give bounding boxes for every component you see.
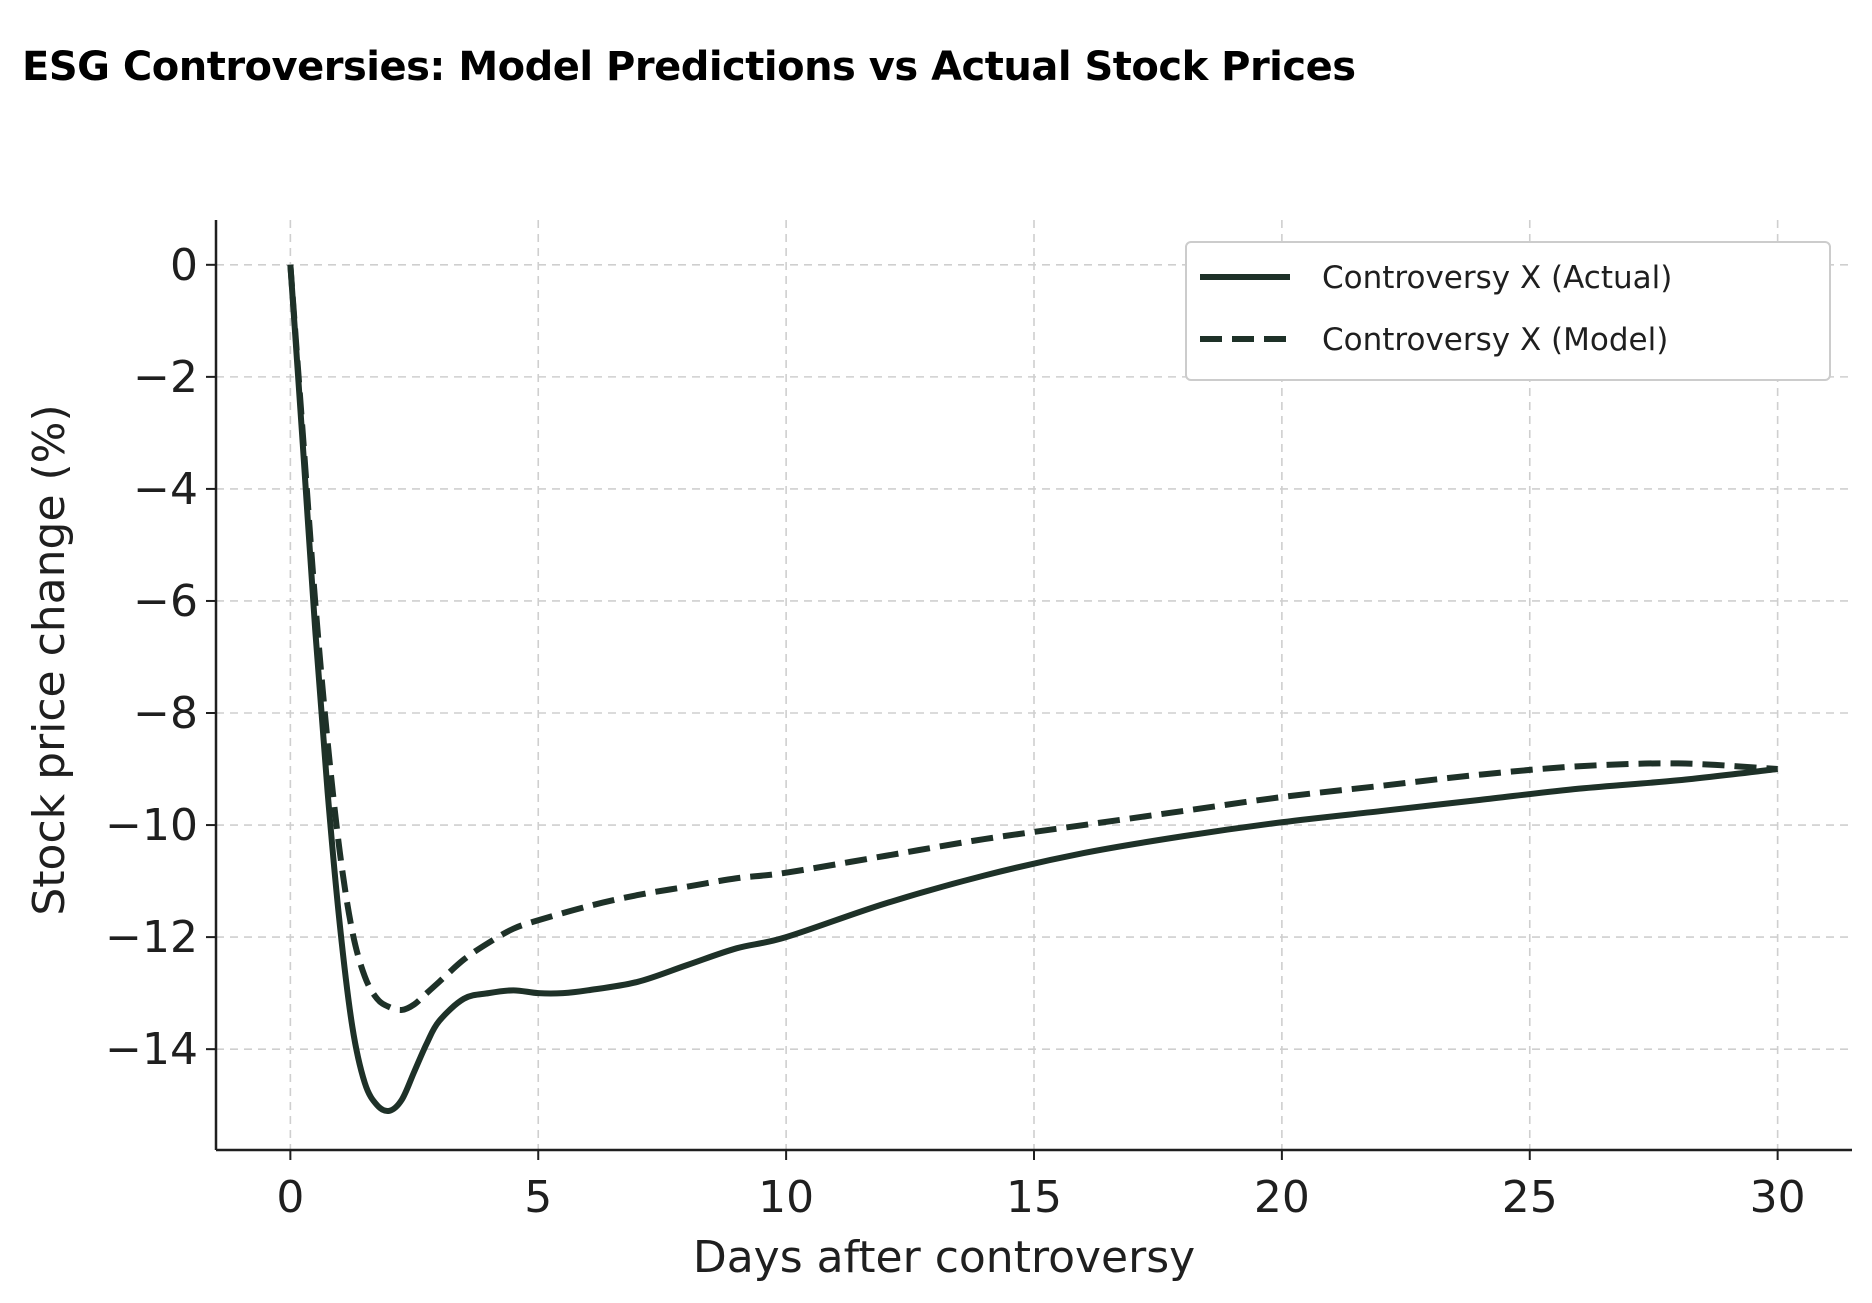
y-tick-label: 0 [170,240,198,291]
y-tick-label: −6 [133,576,198,627]
legend-label-actual: Controversy X (Actual) [1322,260,1672,296]
series-line-actual [287,264,1778,1114]
x-tick-label: 10 [758,1172,814,1223]
x-tick-label: 20 [1254,1172,1310,1223]
y-tick-label: −8 [133,688,198,739]
chart-title: ESG Controversies: Model Predictions vs … [22,44,1356,90]
y-axis-label: Stock price change (%) [24,404,75,915]
y-tick-label: −4 [133,464,198,515]
series-line-model [287,264,1778,1014]
legend: Controversy X (Actual) Controversy X (Mo… [1185,241,1831,381]
y-tick-label: −14 [105,1024,198,1075]
y-tick-label: −10 [105,800,198,851]
y-tick-label: −12 [105,912,198,963]
grid [216,220,1852,1150]
legend-label-model: Controversy X (Model) [1322,322,1668,358]
series-lines [287,264,1778,1114]
x-tick-label: 30 [1750,1172,1806,1223]
y-tick-label: −2 [133,352,198,403]
ticks: 0 5 10 15 20 25 30 0 −2 −4 −6 −8 −10 −12 −14 [105,240,1805,1223]
x-tick-label: 15 [1006,1172,1062,1223]
x-axis-label: Days after controversy [693,1232,1195,1283]
x-tick-label: 25 [1502,1172,1558,1223]
x-tick-label: 5 [524,1172,552,1223]
legend-box [1185,241,1831,381]
x-tick-label: 0 [276,1172,304,1223]
